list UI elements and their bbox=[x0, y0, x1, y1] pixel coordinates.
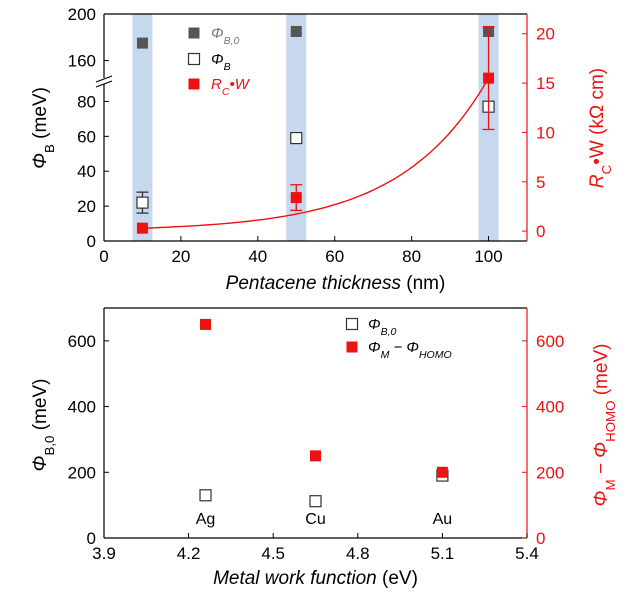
bottom-y-left-tick-label: 0 bbox=[87, 529, 96, 548]
data-point-bottom-series-0 bbox=[309, 495, 322, 508]
bottom-y-left-tick-label: 600 bbox=[68, 332, 96, 351]
data-point-bottom-series-0 bbox=[199, 489, 212, 502]
legend-label-0: ΦB,0 bbox=[211, 25, 239, 47]
data-point-bottom-series-1 bbox=[310, 450, 321, 462]
top-x-tick-label: 20 bbox=[171, 247, 190, 266]
top-y-left-axis-label: ΦB (meV) bbox=[30, 87, 57, 169]
top-x-tick-label: 0 bbox=[99, 247, 108, 266]
fit-curve bbox=[142, 77, 490, 229]
bottom-y-left-axis-label: ΦB,0 (meV) bbox=[30, 379, 57, 472]
data-point-series-1 bbox=[290, 131, 303, 145]
bottom-y-right-tick-label: 200 bbox=[536, 463, 564, 482]
top-y-left-tick-label: 160 bbox=[68, 52, 96, 71]
top-y-right-axis-label: RC•W (kΩ cm) bbox=[587, 68, 614, 188]
axis-break-mark-1 bbox=[95, 75, 113, 83]
bottom-y-right-tick-label: 400 bbox=[536, 398, 564, 417]
legend-marker-1 bbox=[187, 52, 201, 66]
top-y-left-tick-label: 60 bbox=[77, 127, 96, 146]
top-y-left-tick-label: 40 bbox=[77, 162, 96, 181]
highlight-band-0 bbox=[132, 14, 153, 241]
top-y-left-tick-label: 0 bbox=[87, 232, 96, 251]
legend-marker-2 bbox=[188, 78, 200, 90]
data-point-bottom-series-1 bbox=[436, 466, 448, 478]
category-label-cu: Cu bbox=[305, 511, 325, 528]
top-x-axis-label: Pentacene thickness (nm) bbox=[226, 273, 446, 294]
bottom-x-tick-label: 4.2 bbox=[177, 544, 201, 563]
data-point-series-2 bbox=[483, 72, 495, 84]
axis-break-mark-2 bbox=[95, 80, 113, 88]
data-point-bottom-series-1 bbox=[200, 318, 212, 330]
bottom-y-right-tick-label: 600 bbox=[536, 332, 564, 351]
top-y-right-tick-label: 10 bbox=[536, 123, 555, 142]
bottom-legend-label-1: ΦM − ΦHOMO bbox=[368, 339, 452, 361]
bottom-x-axis-label: Metal work function (eV) bbox=[213, 568, 418, 589]
bottom-legend-marker-0 bbox=[345, 317, 359, 331]
bottom-x-tick-label: 4.8 bbox=[346, 544, 370, 563]
bottom-x-tick-label: 4.5 bbox=[261, 544, 285, 563]
bottom-x-tick-label: 5.1 bbox=[431, 544, 455, 563]
top-y-right-tick-label: 20 bbox=[536, 25, 555, 44]
legend-label-1: ΦB bbox=[211, 51, 231, 73]
bottom-y-right-tick-label: 0 bbox=[536, 529, 545, 548]
bottom-x-tick-label: 5.4 bbox=[515, 544, 539, 563]
bottom-y-left-tick-label: 400 bbox=[68, 398, 96, 417]
top-y-right-tick-label: 15 bbox=[536, 74, 555, 93]
top-y-right-tick-label: 5 bbox=[536, 173, 545, 192]
legend-marker-0 bbox=[188, 27, 200, 39]
legend-label-2: RC•W bbox=[211, 76, 251, 98]
category-label-au: Au bbox=[433, 511, 453, 528]
bottom-x-tick-label: 3.9 bbox=[92, 544, 116, 563]
data-point-series-2 bbox=[290, 192, 302, 204]
top-x-tick-label: 80 bbox=[402, 247, 421, 266]
top-y-left-tick-label: 200 bbox=[68, 5, 96, 24]
top-x-tick-label: 40 bbox=[248, 247, 267, 266]
bottom-y-right-axis-label: ΦM − ΦHOMO (meV) bbox=[591, 344, 618, 507]
top-x-tick-label: 100 bbox=[474, 247, 502, 266]
top-y-left-tick-label: 80 bbox=[77, 92, 96, 111]
category-label-ag: Ag bbox=[196, 511, 216, 528]
axis-break-gap bbox=[96, 78, 112, 84]
data-point-series-0 bbox=[290, 25, 302, 37]
data-point-series-2 bbox=[136, 222, 148, 234]
top-x-tick-label: 60 bbox=[325, 247, 344, 266]
data-point-series-1 bbox=[136, 196, 149, 209]
bottom-legend-marker-1 bbox=[346, 341, 358, 353]
top-y-right-tick-label: 0 bbox=[536, 222, 545, 241]
data-point-series-0 bbox=[136, 37, 148, 49]
top-y-left-tick-label: 20 bbox=[77, 197, 96, 216]
bottom-y-left-tick-label: 200 bbox=[68, 463, 96, 482]
bottom-legend-label-0: ΦB,0 bbox=[368, 316, 396, 338]
